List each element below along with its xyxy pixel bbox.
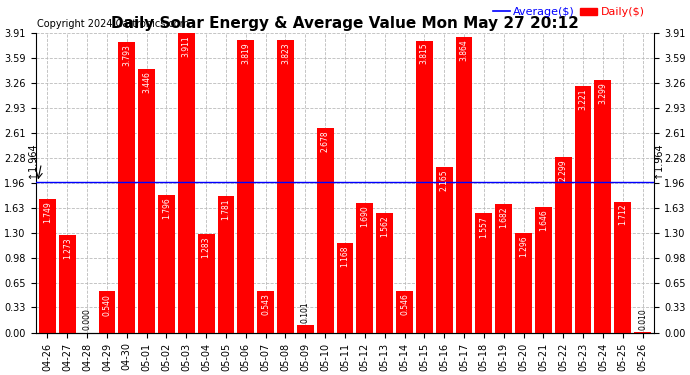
Bar xyxy=(396,291,413,333)
Text: 0.546: 0.546 xyxy=(400,293,409,315)
Text: 3.823: 3.823 xyxy=(281,42,290,64)
Text: 1.749: 1.749 xyxy=(43,201,52,223)
Bar xyxy=(575,86,591,333)
Legend: Average($), Daily($): Average($), Daily($) xyxy=(489,3,649,22)
Text: 3.446: 3.446 xyxy=(142,71,151,93)
Bar xyxy=(237,40,254,333)
Text: 1.296: 1.296 xyxy=(519,236,528,257)
Bar xyxy=(317,128,333,333)
Text: 3.299: 3.299 xyxy=(598,82,607,104)
Text: 1.712: 1.712 xyxy=(618,204,627,225)
Bar xyxy=(515,234,532,333)
Text: 1.646: 1.646 xyxy=(539,209,548,231)
Bar xyxy=(495,204,512,333)
Text: Copyright 2024 Cartronics.com: Copyright 2024 Cartronics.com xyxy=(37,19,188,28)
Text: ↑1.964: ↑1.964 xyxy=(653,143,664,178)
Bar xyxy=(555,157,571,333)
Bar xyxy=(535,207,552,333)
Text: 1.562: 1.562 xyxy=(380,215,389,237)
Text: 0.543: 0.543 xyxy=(261,294,270,315)
Bar xyxy=(376,213,393,333)
Bar xyxy=(198,234,215,333)
Bar xyxy=(595,80,611,333)
Text: 3.793: 3.793 xyxy=(122,45,131,66)
Text: 3.819: 3.819 xyxy=(241,42,250,64)
Text: 1.690: 1.690 xyxy=(360,206,369,227)
Bar xyxy=(634,332,651,333)
Text: 3.864: 3.864 xyxy=(460,39,469,61)
Bar xyxy=(614,202,631,333)
Text: 3.221: 3.221 xyxy=(579,88,588,110)
Text: 0.101: 0.101 xyxy=(301,301,310,323)
Text: ↑1.964: ↑1.964 xyxy=(26,143,37,178)
Text: 2.165: 2.165 xyxy=(440,169,449,191)
Text: 1.557: 1.557 xyxy=(480,216,489,237)
Bar xyxy=(99,291,115,333)
Bar xyxy=(39,199,56,333)
Bar xyxy=(138,69,155,333)
Bar xyxy=(178,33,195,333)
Bar xyxy=(119,42,135,333)
Bar xyxy=(158,195,175,333)
Title: Daily Solar Energy & Average Value Mon May 27 20:12: Daily Solar Energy & Average Value Mon M… xyxy=(111,16,579,31)
Text: 2.678: 2.678 xyxy=(321,130,330,152)
Bar xyxy=(277,40,294,333)
Text: 1.283: 1.283 xyxy=(201,237,210,258)
Bar xyxy=(416,40,433,333)
Text: 0.000: 0.000 xyxy=(83,309,92,330)
Text: 2.299: 2.299 xyxy=(559,159,568,181)
Bar xyxy=(455,37,473,333)
Bar xyxy=(475,213,492,333)
Text: 3.815: 3.815 xyxy=(420,43,429,64)
Bar xyxy=(357,203,373,333)
Text: 0.540: 0.540 xyxy=(102,294,111,315)
Bar xyxy=(297,325,314,333)
Text: 1.682: 1.682 xyxy=(499,206,509,228)
Text: 3.911: 3.911 xyxy=(181,36,191,57)
Text: 1.273: 1.273 xyxy=(63,237,72,259)
Bar xyxy=(257,291,274,333)
Bar xyxy=(217,196,235,333)
Text: 1.796: 1.796 xyxy=(162,198,171,219)
Bar xyxy=(436,167,453,333)
Text: 0.010: 0.010 xyxy=(638,308,647,330)
Bar xyxy=(59,235,76,333)
Text: 1.168: 1.168 xyxy=(340,246,350,267)
Text: 1.781: 1.781 xyxy=(221,199,230,220)
Bar xyxy=(337,243,353,333)
